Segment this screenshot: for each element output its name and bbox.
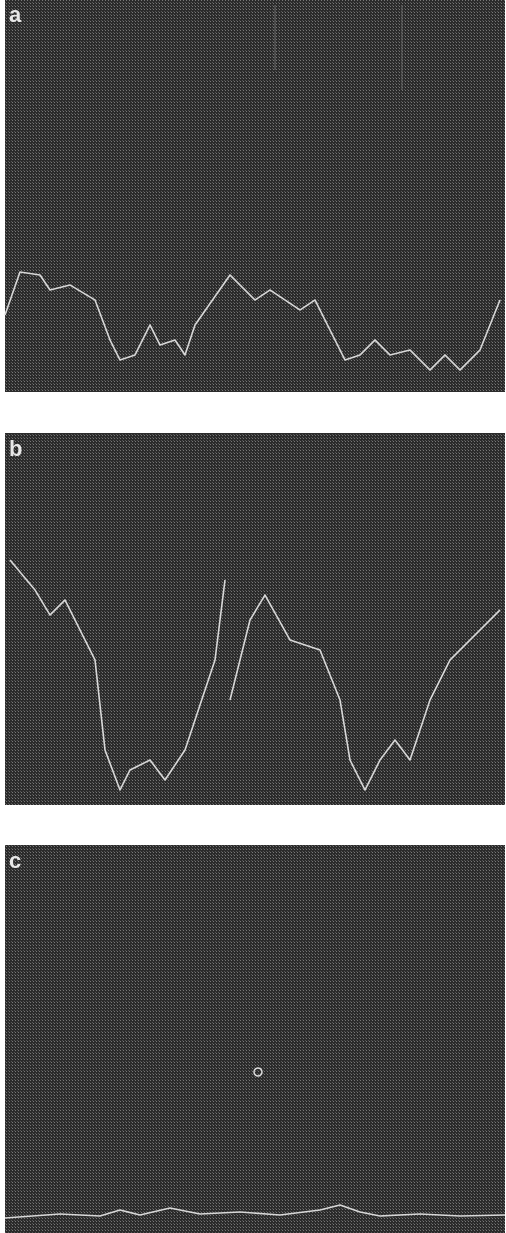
screen [5,0,505,392]
screen [5,433,505,805]
panel-label: a [9,2,22,27]
panel-label: b [9,436,22,461]
screen [5,845,505,1233]
panel-c: c [5,845,505,1233]
figure: a b c [0,0,506,1233]
panel-label: c [9,848,21,873]
panel-b: b [5,433,505,805]
panel-a: a [5,0,505,392]
